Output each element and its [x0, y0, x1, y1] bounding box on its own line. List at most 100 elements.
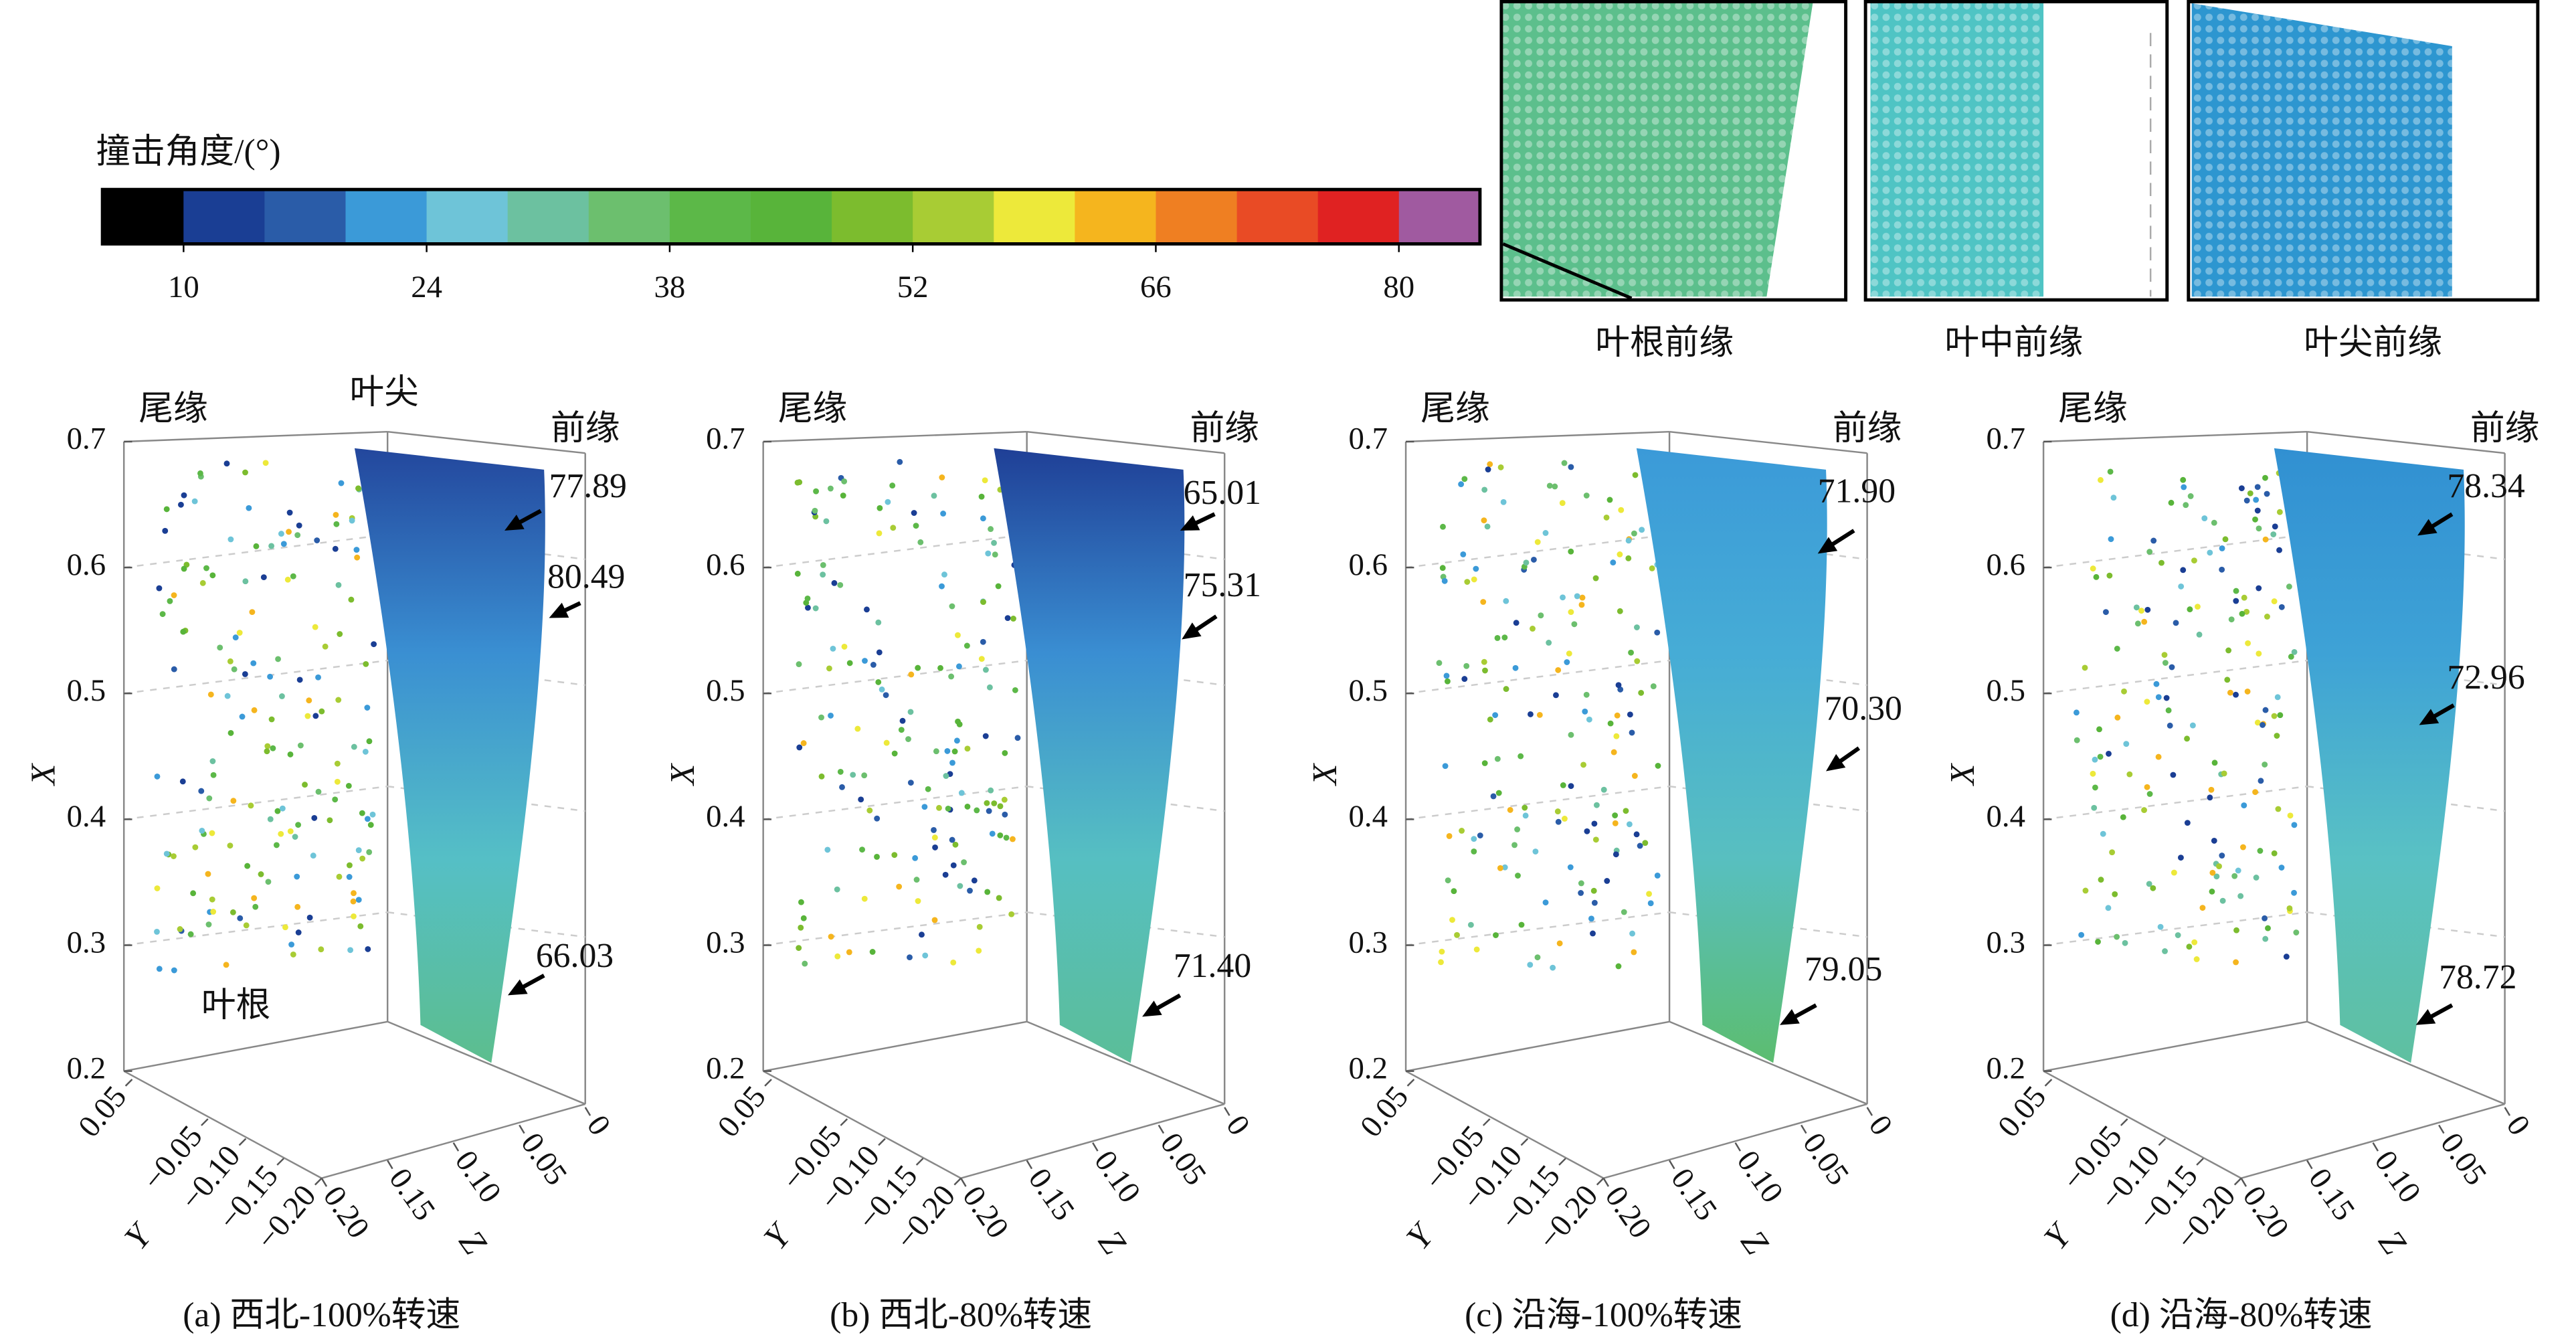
y-tick: [1520, 1138, 1529, 1146]
particle: [2146, 791, 2153, 797]
particle: [1631, 949, 1637, 956]
particle: [2187, 606, 2193, 613]
particle: [798, 924, 804, 931]
particle: [1503, 598, 1509, 604]
particle: [270, 745, 276, 751]
y-tick: [124, 1079, 133, 1087]
particle: [248, 802, 254, 809]
z-tick-label: 0: [1219, 1109, 1257, 1142]
particle: [834, 953, 841, 960]
particle: [1471, 848, 1477, 855]
inset-particles: [1503, 3, 1813, 297]
particle: [2184, 820, 2191, 826]
particle: [210, 909, 217, 915]
panel-caption: (d) 沿海-80%转速: [2110, 1296, 2373, 1334]
particle: [820, 561, 826, 568]
y-tick: [2120, 1118, 2128, 1126]
particle: [1522, 812, 1529, 819]
particle: [1611, 749, 1617, 755]
inset-label: 叶中前缘: [1944, 324, 2083, 362]
particle: [334, 778, 341, 785]
colorbar-segment: [345, 189, 428, 244]
z-tick-label: 0.05: [514, 1127, 574, 1192]
particle: [267, 816, 274, 822]
particle: [327, 817, 333, 824]
particle: [988, 787, 994, 794]
particle: [1446, 832, 1453, 839]
particle: [1617, 608, 1623, 614]
box-edge: [2241, 1103, 2505, 1179]
box-edge: [2043, 533, 2308, 569]
colorbar-segment: [507, 189, 589, 244]
inset-particles: [2191, 3, 2452, 297]
inset-frame: [2187, 0, 2540, 302]
particle: [944, 747, 951, 754]
particle: [978, 493, 985, 500]
particle: [1497, 865, 1503, 871]
particle: [171, 666, 177, 673]
panel: 0.20.30.40.50.60.7X0.05−0.05−0.10−0.15−0…: [24, 373, 627, 1334]
particle: [1638, 689, 1645, 696]
box-edge: [123, 1070, 323, 1179]
box-edge: [2043, 785, 2308, 820]
particle: [986, 684, 993, 691]
x-tick-label: 0.3: [1987, 925, 2025, 960]
particle: [1583, 493, 1590, 499]
particle: [237, 915, 244, 921]
particle: [976, 948, 982, 954]
box-edge: [763, 1070, 961, 1179]
particle: [2095, 938, 2101, 945]
particle: [1590, 887, 1597, 894]
particle: [287, 828, 294, 834]
particle: [288, 942, 295, 948]
particle: [891, 750, 898, 757]
particle: [2227, 689, 2233, 696]
particle: [1639, 527, 1645, 533]
particle: [1588, 915, 1594, 922]
particle: [922, 952, 929, 959]
particle: [2233, 959, 2239, 966]
particle: [359, 855, 366, 862]
particle: [1480, 599, 1487, 605]
particle: [1550, 964, 1556, 971]
particle: [1631, 530, 1637, 537]
z-tick: [2372, 1142, 2379, 1152]
particle: [874, 815, 881, 822]
particle: [2252, 789, 2259, 796]
colorbar-tick-label: 10: [168, 270, 199, 304]
particle: [862, 658, 868, 664]
annotation: 65.01: [1184, 474, 1261, 512]
particle: [1627, 711, 1633, 718]
particle: [199, 579, 206, 586]
z-tick: [452, 1142, 460, 1152]
particle: [312, 713, 319, 719]
particle: [942, 871, 949, 878]
particle: [333, 521, 340, 527]
particle: [796, 744, 803, 751]
region-label: 前缘: [1833, 410, 1902, 448]
z-tick: [1092, 1142, 1099, 1152]
particle: [2097, 753, 2104, 760]
colorbar-segment: [1317, 189, 1400, 244]
particle: [907, 780, 914, 786]
y-axis-label: Y: [2037, 1215, 2081, 1257]
particle: [205, 921, 212, 927]
particle: [290, 951, 296, 958]
z-tick: [2306, 1160, 2313, 1170]
particle: [167, 598, 173, 604]
particle: [2189, 722, 2196, 729]
annotation-arrowhead: [549, 602, 569, 618]
particle: [191, 498, 198, 505]
particle: [2201, 515, 2208, 521]
colorbar-segment: [1398, 189, 1481, 244]
particle: [1603, 514, 1610, 521]
particle: [347, 947, 354, 954]
particle: [2209, 888, 2215, 895]
box-edge: [2043, 430, 2308, 443]
particle: [2093, 573, 2100, 580]
particle: [359, 810, 365, 816]
box-edge: [387, 1020, 586, 1105]
particle: [831, 579, 838, 586]
colorbar-tick-label: 80: [1383, 270, 1414, 304]
particle: [896, 883, 903, 890]
